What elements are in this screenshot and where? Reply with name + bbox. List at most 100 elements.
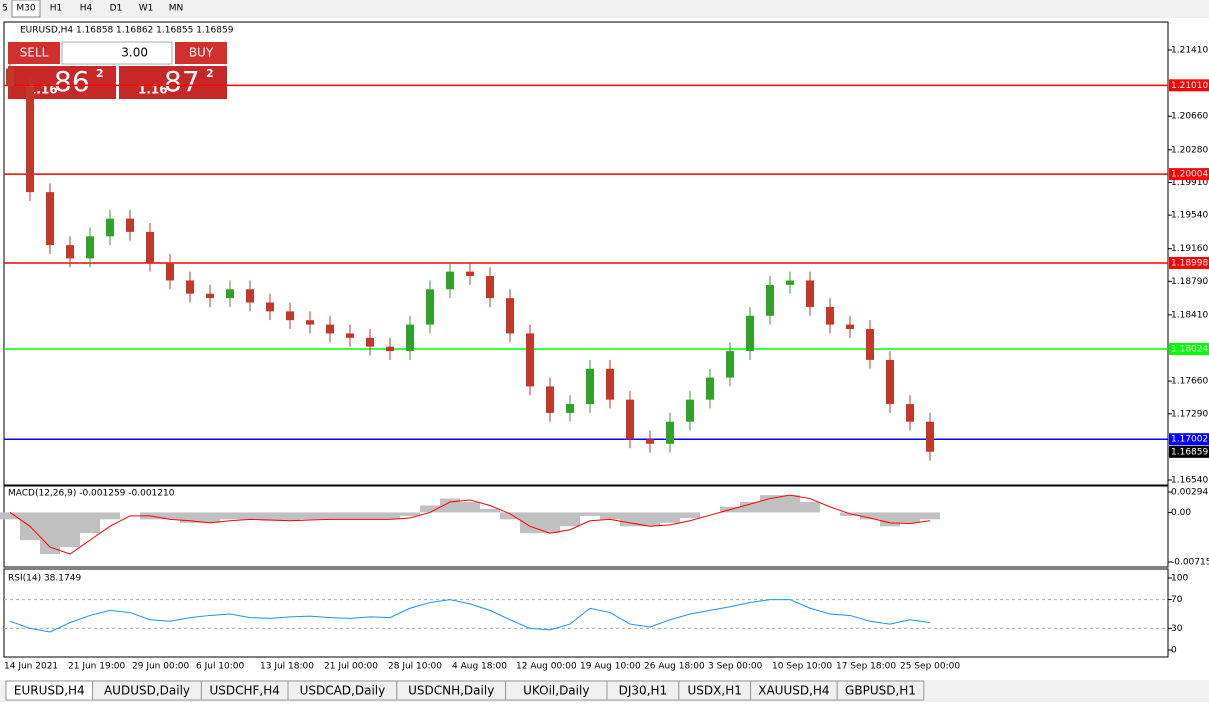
sell-button[interactable]: [8, 42, 60, 64]
x-tick-label: 25 Sep 00:00: [900, 662, 960, 672]
candle-body: [466, 271, 474, 277]
level-label-box: [1169, 256, 1209, 269]
y-tick-label: 1.20280: [1171, 145, 1208, 155]
candle-body: [926, 421, 934, 452]
ask-box[interactable]: [119, 66, 227, 99]
candle-body: [146, 231, 154, 263]
candle-body: [86, 236, 94, 259]
y-tick-label: 1.20660: [1171, 112, 1208, 122]
x-tick-label: 3 Sep 00:00: [708, 662, 763, 672]
candle-body: [386, 346, 394, 352]
rsi-tick-label: 100: [1171, 574, 1188, 584]
timeframe-button[interactable]: M30: [16, 4, 35, 14]
level-label-box: [1169, 433, 1209, 446]
macd-bar: [420, 505, 440, 513]
candle-body: [246, 289, 254, 303]
candle-body: [666, 421, 674, 444]
tab-label: USDCNH,Daily: [408, 684, 494, 698]
timeframe-button[interactable]: H4: [80, 4, 93, 14]
macd-panel: [3, 485, 1169, 568]
macd-bar: [40, 512, 60, 555]
y-tick-label: 1.19540: [1171, 211, 1208, 221]
level-label-box: [1169, 79, 1209, 92]
ask-frac: 2: [206, 67, 214, 80]
candle-body: [906, 404, 914, 422]
timeframe-button[interactable]: H1: [50, 4, 63, 14]
tab-label: USDCHF,H4: [209, 684, 279, 698]
macd-bar: [440, 498, 460, 513]
timeframe-button[interactable]: D1: [110, 4, 123, 14]
candle-body: [346, 333, 354, 338]
macd-bar: [60, 512, 80, 548]
macd-bar: [180, 512, 200, 523]
macd-bar: [500, 512, 520, 520]
macd-bar: [380, 512, 400, 520]
tab-label: GBPUSD,H1: [845, 684, 916, 698]
tab-label: DJ30,H1: [619, 684, 668, 698]
x-tick-label: 28 Jul 10:00: [388, 662, 442, 672]
buy-button[interactable]: [175, 42, 227, 64]
candle-body: [446, 271, 454, 290]
candle-body: [746, 315, 754, 352]
macd-bar: [760, 495, 780, 513]
candle-body: [606, 368, 614, 400]
x-tick-label: 21 Jun 19:00: [68, 662, 125, 672]
candle-body: [786, 280, 794, 285]
macd-bar: [520, 512, 540, 534]
macd-bar: [320, 512, 340, 520]
rsi-line: [9, 599, 931, 633]
macd-bar: [580, 512, 600, 516]
x-tick-label: 26 Aug 18:00: [644, 662, 705, 672]
candle-body: [366, 337, 374, 347]
bid-frac: 2: [96, 67, 104, 80]
candle-body: [206, 293, 214, 299]
tab-label: USDCAD,Daily: [300, 684, 386, 698]
y-tick-label: 1.16540: [1171, 476, 1208, 486]
macd-bar: [400, 512, 420, 516]
macd-bar: [860, 512, 880, 520]
timeframe-button[interactable]: W1: [139, 4, 154, 14]
macd-bar: [540, 512, 560, 534]
macd-tick-label: 0.002947: [1171, 488, 1209, 498]
sell-label: SELL: [20, 46, 49, 60]
rsi-tick-label: 0: [1171, 646, 1177, 656]
level-label: 1.20004: [1171, 170, 1208, 180]
rsi-header: RSI(14) 38.1749: [8, 574, 81, 584]
buy-label: BUY: [189, 46, 214, 60]
level-label-box: [1169, 168, 1209, 181]
macd-bar: [200, 512, 220, 523]
lots-input[interactable]: [61, 41, 173, 65]
candle-body: [726, 351, 734, 378]
candle-body: [326, 324, 334, 334]
tab-label: EURUSD,H4: [14, 684, 85, 698]
macd-bar: [880, 512, 900, 527]
candle-body: [766, 284, 774, 316]
candle-body: [306, 320, 314, 325]
x-tick-label: 29 Jun 00:00: [132, 662, 189, 672]
macd-bar: [920, 512, 940, 520]
candle-body: [886, 359, 894, 405]
candle-body: [526, 333, 534, 387]
candle-body: [586, 368, 594, 405]
candle-body: [546, 386, 554, 413]
tab[interactable]: [836, 680, 925, 701]
candle-body: [26, 86, 34, 193]
candle-body: [266, 302, 274, 312]
candle-body: [566, 404, 574, 413]
bid-pips: 86: [54, 65, 90, 98]
macd-bar: [480, 508, 500, 513]
current-price-label: 1.16859: [1171, 447, 1208, 457]
y-tick-label: 1.19160: [1171, 244, 1208, 254]
timeframe-active: [11, 0, 41, 18]
x-tick-label: 10 Sep 10:00: [772, 662, 832, 672]
tab-label: UKOil,Daily: [523, 684, 589, 698]
x-tick-label: 12 Aug 00:00: [516, 662, 577, 672]
current-price-box: [1169, 445, 1209, 458]
candle-body: [6, 68, 14, 87]
ask-pips: 87: [164, 65, 200, 98]
timeframe-button[interactable]: 5: [2, 4, 8, 14]
candle-body: [286, 311, 294, 321]
y-tick-label: 1.18410: [1171, 310, 1208, 320]
timeframe-button[interactable]: MN: [169, 4, 184, 14]
